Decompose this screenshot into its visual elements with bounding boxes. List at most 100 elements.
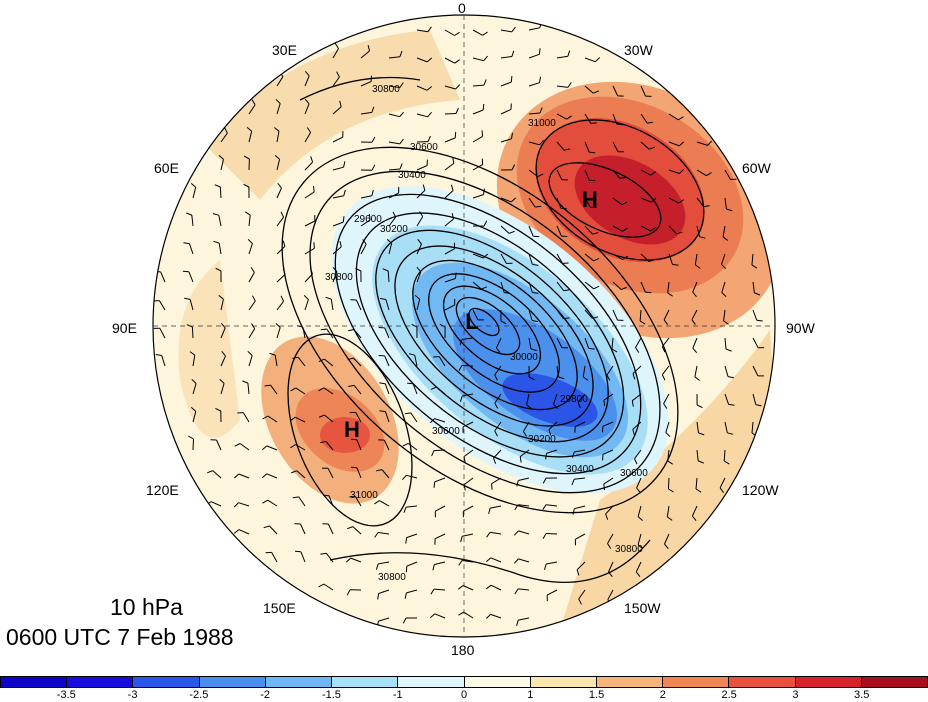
wind-barb — [494, 365, 502, 376]
wind-barb — [332, 76, 340, 87]
wind-barb — [490, 613, 502, 619]
wind-barb — [412, 383, 418, 395]
wind-barb — [248, 300, 256, 311]
wind-barb-flag — [483, 220, 488, 227]
wind-barb-flag — [566, 115, 572, 120]
wind-barb-flag — [402, 474, 407, 481]
wind-barb-flag — [405, 537, 408, 544]
wind-barb-flag — [322, 494, 330, 497]
wind-barb — [328, 495, 334, 507]
wind-barb — [248, 272, 255, 283]
wind-barb — [239, 443, 250, 451]
wind-barb-flag — [214, 184, 221, 188]
wind-barb-flag — [348, 329, 355, 332]
wind-barb-flag — [511, 164, 516, 171]
wind-barb — [724, 393, 730, 405]
wind-barb-flag — [634, 458, 638, 465]
wind-barb — [270, 384, 278, 395]
wind-barb-flag — [548, 429, 552, 436]
wind-barb — [300, 551, 306, 563]
wind-barb — [416, 216, 424, 227]
wind-barb — [416, 271, 422, 283]
wind-barb — [406, 561, 418, 567]
wind-barb — [603, 477, 614, 485]
wind-barb-flag — [334, 43, 339, 49]
height-contours — [281, 76, 705, 583]
wind-barb-flag — [379, 410, 386, 413]
wind-barb-flag — [632, 429, 635, 436]
wind-barb-flag — [522, 431, 528, 437]
wind-barb — [556, 225, 562, 237]
wind-barb — [724, 365, 729, 377]
wind-barb-flag — [282, 240, 286, 247]
wind-barb — [500, 56, 512, 59]
wind-barb-flag — [215, 267, 222, 272]
wind-barb — [724, 421, 728, 433]
wind-barb-flag — [325, 296, 332, 300]
wind-barb — [444, 85, 456, 90]
colorbar-swatch — [199, 677, 266, 687]
wind-barb-flag — [678, 199, 684, 204]
wind-barb-flag — [290, 387, 297, 392]
wind-barb — [444, 304, 455, 311]
wind-barb-flag — [399, 138, 404, 145]
wind-barb-flag — [386, 239, 393, 244]
wind-barb — [332, 106, 342, 115]
wind-barb-flag — [508, 230, 515, 234]
wind-barb-flag — [755, 404, 762, 407]
wind-barb — [612, 113, 618, 125]
wind-barb — [220, 132, 228, 143]
wind-barb — [668, 225, 677, 235]
wind-barb — [546, 561, 558, 565]
wind-barb — [276, 246, 286, 255]
colorbar-tick-label: -2.5 — [189, 689, 209, 701]
wind-barb-flag — [665, 432, 671, 438]
wind-barb — [500, 108, 512, 115]
wind-barb — [724, 169, 731, 180]
wind-barb-flag — [590, 122, 597, 124]
wind-barb — [191, 326, 194, 339]
wind-barb — [522, 421, 530, 432]
wind-barb — [276, 76, 284, 87]
wind-barb — [406, 533, 418, 539]
wind-barb — [603, 393, 614, 401]
wind-barb — [696, 169, 707, 177]
colorbar-swatch — [332, 677, 399, 687]
wind-barb — [518, 477, 530, 481]
wind-barb-flag — [458, 560, 463, 566]
wind-barb — [724, 337, 727, 350]
contour-label: 30800 — [378, 572, 406, 583]
wind-barb-flag — [221, 350, 226, 357]
wind-barb — [433, 449, 446, 452]
wind-barb — [463, 505, 474, 512]
wind-barb — [434, 477, 446, 483]
wind-barb — [632, 365, 642, 374]
colorbar-tick-label: -1.5 — [321, 689, 341, 701]
wind-barb-flag — [234, 443, 241, 447]
wind-barb-flag — [491, 483, 493, 490]
wind-barb-flag — [706, 172, 712, 177]
wind-barb — [518, 530, 530, 535]
wind-barb — [696, 225, 700, 237]
wind-barb-flag — [320, 328, 327, 331]
wind-barb-flag — [426, 86, 433, 91]
wind-barb-flag — [429, 418, 435, 424]
wind-barb-flag — [703, 205, 710, 208]
wind-barb — [248, 104, 256, 115]
wind-barb — [691, 505, 698, 517]
wind-barb-flag — [545, 453, 547, 460]
wind-barb — [248, 215, 251, 227]
wind-barb — [192, 411, 197, 423]
wind-barb — [354, 496, 362, 507]
wind-barb-flag — [345, 557, 352, 563]
wind-barb — [472, 164, 483, 171]
wind-barb-flag — [692, 347, 698, 354]
wind-barb-flag — [459, 339, 463, 346]
wind-barb — [248, 131, 253, 143]
wind-barb-flag — [539, 76, 541, 83]
wind-barb — [546, 449, 558, 454]
wind-barb-flag — [500, 320, 507, 325]
wind-barb — [584, 337, 590, 349]
wind-barb — [330, 299, 334, 311]
wind-barb-flag — [320, 440, 327, 444]
